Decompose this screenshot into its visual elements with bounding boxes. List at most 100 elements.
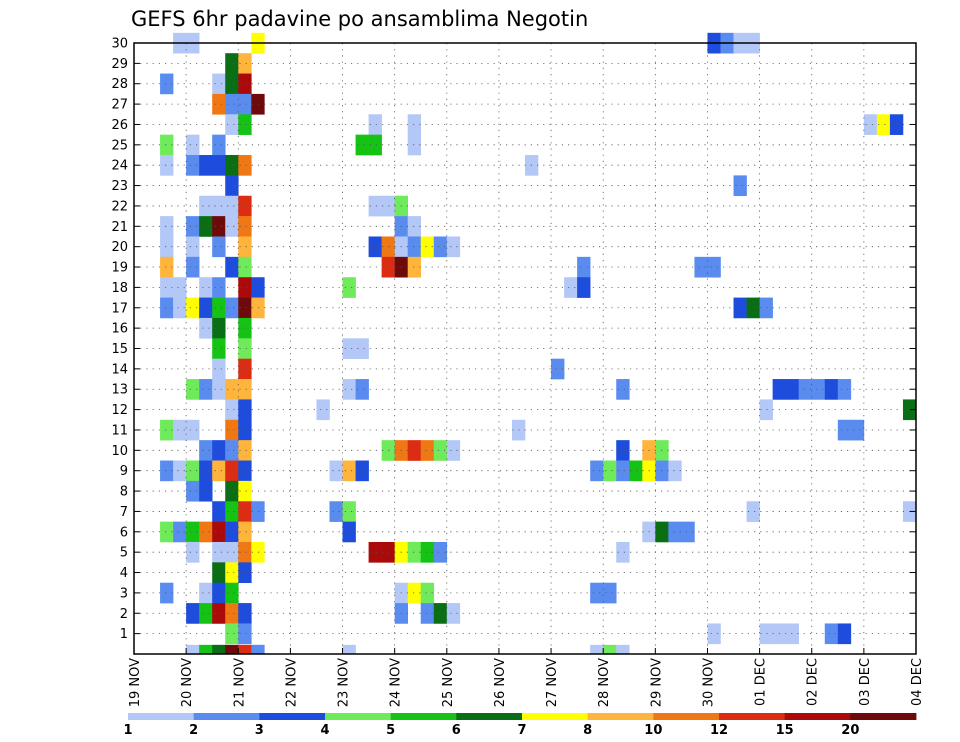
heatmap-cell	[368, 541, 382, 563]
heatmap-cell	[212, 358, 226, 380]
legend-swatch	[193, 713, 260, 720]
heatmap-cell	[160, 256, 174, 278]
heatmap-cell	[199, 195, 213, 217]
heatmap-cell	[238, 256, 252, 278]
heatmap-cell	[199, 582, 213, 604]
legend-swatch	[325, 713, 392, 720]
heatmap-cell	[433, 236, 448, 258]
heatmap-cell	[212, 644, 226, 655]
heatmap-cell	[329, 501, 343, 522]
y-axis: 1234567891011121314151617181920212223242…	[111, 37, 916, 642]
legend-label: 7	[517, 723, 526, 738]
heatmap-cell	[160, 277, 174, 298]
x-tick-label: 21 NOV	[232, 658, 247, 707]
heatmap-cell	[668, 521, 682, 543]
heatmap-cell	[238, 216, 252, 237]
heatmap-cell	[616, 460, 630, 482]
heatmap-cell	[225, 521, 239, 543]
heatmap-cell	[238, 195, 252, 217]
heatmap-cell	[212, 440, 226, 461]
heatmap-cell	[824, 623, 839, 645]
heatmap-cell	[238, 480, 252, 502]
y-tick-label: 1	[120, 627, 128, 642]
legend-swatch	[456, 713, 523, 720]
heatmap-cell	[707, 256, 721, 278]
heatmap-cell	[837, 379, 852, 400]
y-tick-label: 30	[111, 37, 128, 52]
heatmap-cell	[837, 419, 852, 441]
heatmap-cell	[225, 603, 239, 624]
legend-swatch	[259, 713, 326, 720]
heatmap-cell	[616, 541, 630, 563]
heatmap-cell	[160, 216, 174, 237]
heatmap-cell	[407, 114, 422, 135]
x-tick-label: 29 NOV	[649, 658, 664, 707]
heatmap-cell	[433, 541, 448, 563]
legend-swatch	[850, 713, 917, 720]
legend-label: 1	[123, 723, 132, 738]
heatmap-cell	[160, 155, 174, 176]
heatmap-cell	[342, 501, 356, 522]
heatmap-cell	[407, 134, 422, 156]
heatmap-cell	[889, 114, 904, 135]
heatmap-cell	[238, 562, 252, 584]
legend-label: 8	[583, 723, 592, 738]
heatmap-cell	[420, 236, 435, 258]
heatmap-cell	[407, 256, 422, 278]
y-tick-label: 7	[120, 505, 128, 520]
heatmap-cell	[446, 440, 461, 461]
x-tick-label: 30 NOV	[701, 658, 716, 707]
heatmap-cell	[759, 623, 773, 645]
heatmap-cell	[420, 440, 435, 461]
heatmap-cell	[342, 277, 356, 298]
heatmap-cell	[238, 379, 252, 400]
y-tick-label: 25	[111, 138, 128, 153]
x-tick-label: 02 DEC	[806, 658, 821, 706]
legend-label: 4	[320, 723, 329, 738]
heatmap-cell	[212, 317, 226, 339]
x-tick-label: 25 NOV	[441, 658, 456, 707]
x-tick-label: 26 NOV	[493, 658, 508, 707]
heatmap-cell	[407, 236, 422, 258]
heatmap-cell	[446, 236, 461, 258]
heatmap-cell	[590, 460, 604, 482]
heatmap-cell	[238, 317, 252, 339]
heatmap-cell	[837, 623, 852, 645]
heatmap-cell	[186, 480, 200, 502]
heatmap-cell	[225, 480, 239, 502]
y-tick-label: 18	[111, 281, 128, 296]
heatmap-cell	[212, 582, 226, 604]
heatmap-cell	[212, 134, 226, 156]
heatmap-cell	[212, 338, 226, 359]
heatmap-cell	[355, 460, 369, 482]
heatmap-cell	[225, 541, 239, 563]
heatmap-cell	[238, 399, 252, 421]
heatmap-cell	[603, 460, 617, 482]
heatmap-cell	[733, 297, 747, 319]
heatmap-cell	[238, 93, 252, 115]
heatmap-cell	[329, 460, 343, 482]
y-tick-label: 4	[120, 566, 128, 581]
heatmap-cell	[433, 603, 448, 624]
heatmap-cell	[225, 53, 239, 74]
heatmap-cell	[212, 236, 226, 258]
y-tick-label: 26	[111, 118, 128, 133]
heatmap-cell	[564, 277, 578, 298]
y-tick-label: 13	[111, 383, 128, 398]
legend-swatch	[653, 713, 720, 720]
heatmap-cell	[407, 541, 422, 563]
y-tick-label: 15	[111, 342, 128, 357]
heatmap-cell	[238, 603, 252, 624]
heatmap-cell	[160, 297, 174, 319]
heatmap-cell	[173, 277, 187, 298]
heatmap-cell	[446, 603, 461, 624]
heatmap-cell	[238, 460, 252, 482]
heatmap-cell	[186, 216, 200, 237]
heatmap-cell	[238, 358, 252, 380]
heatmap-cell	[212, 562, 226, 584]
legend-label: 12	[710, 723, 728, 738]
heatmap-cell	[199, 277, 213, 298]
heatmap-cell	[212, 297, 226, 319]
y-tick-label: 6	[120, 525, 128, 540]
